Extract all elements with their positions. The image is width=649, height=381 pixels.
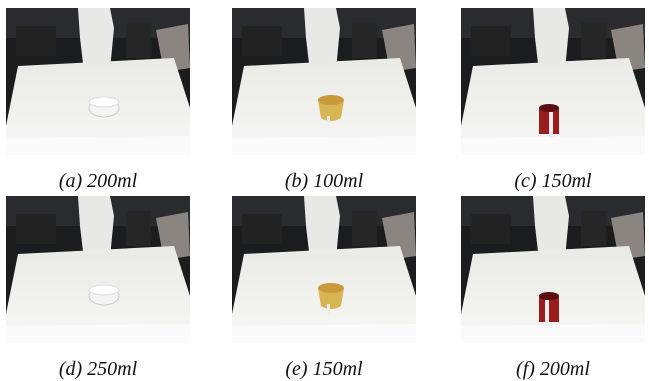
page: {"figures": [ {"caption": "(a) 200ml"}, … — [0, 0, 649, 380]
caption: (e) 150ml — [232, 358, 416, 381]
caption: (c) 150ml — [461, 170, 645, 193]
photo — [461, 196, 645, 343]
panel: (d) 250ml — [6, 196, 190, 381]
caption: (d) 250ml — [6, 358, 190, 381]
panel: (a) 200ml — [6, 8, 190, 193]
photo — [232, 8, 416, 155]
caption: (b) 100ml — [232, 170, 416, 193]
panel: (e) 150ml — [232, 196, 416, 381]
photo — [6, 8, 190, 155]
photo — [461, 8, 645, 155]
panel: (f) 200ml — [461, 196, 645, 381]
photo — [232, 196, 416, 343]
panel: (c) 150ml — [461, 8, 645, 193]
panel: (b) 100ml — [232, 8, 416, 193]
caption: (f) 200ml — [461, 358, 645, 381]
caption: (a) 200ml — [6, 170, 190, 193]
photo — [6, 196, 190, 343]
